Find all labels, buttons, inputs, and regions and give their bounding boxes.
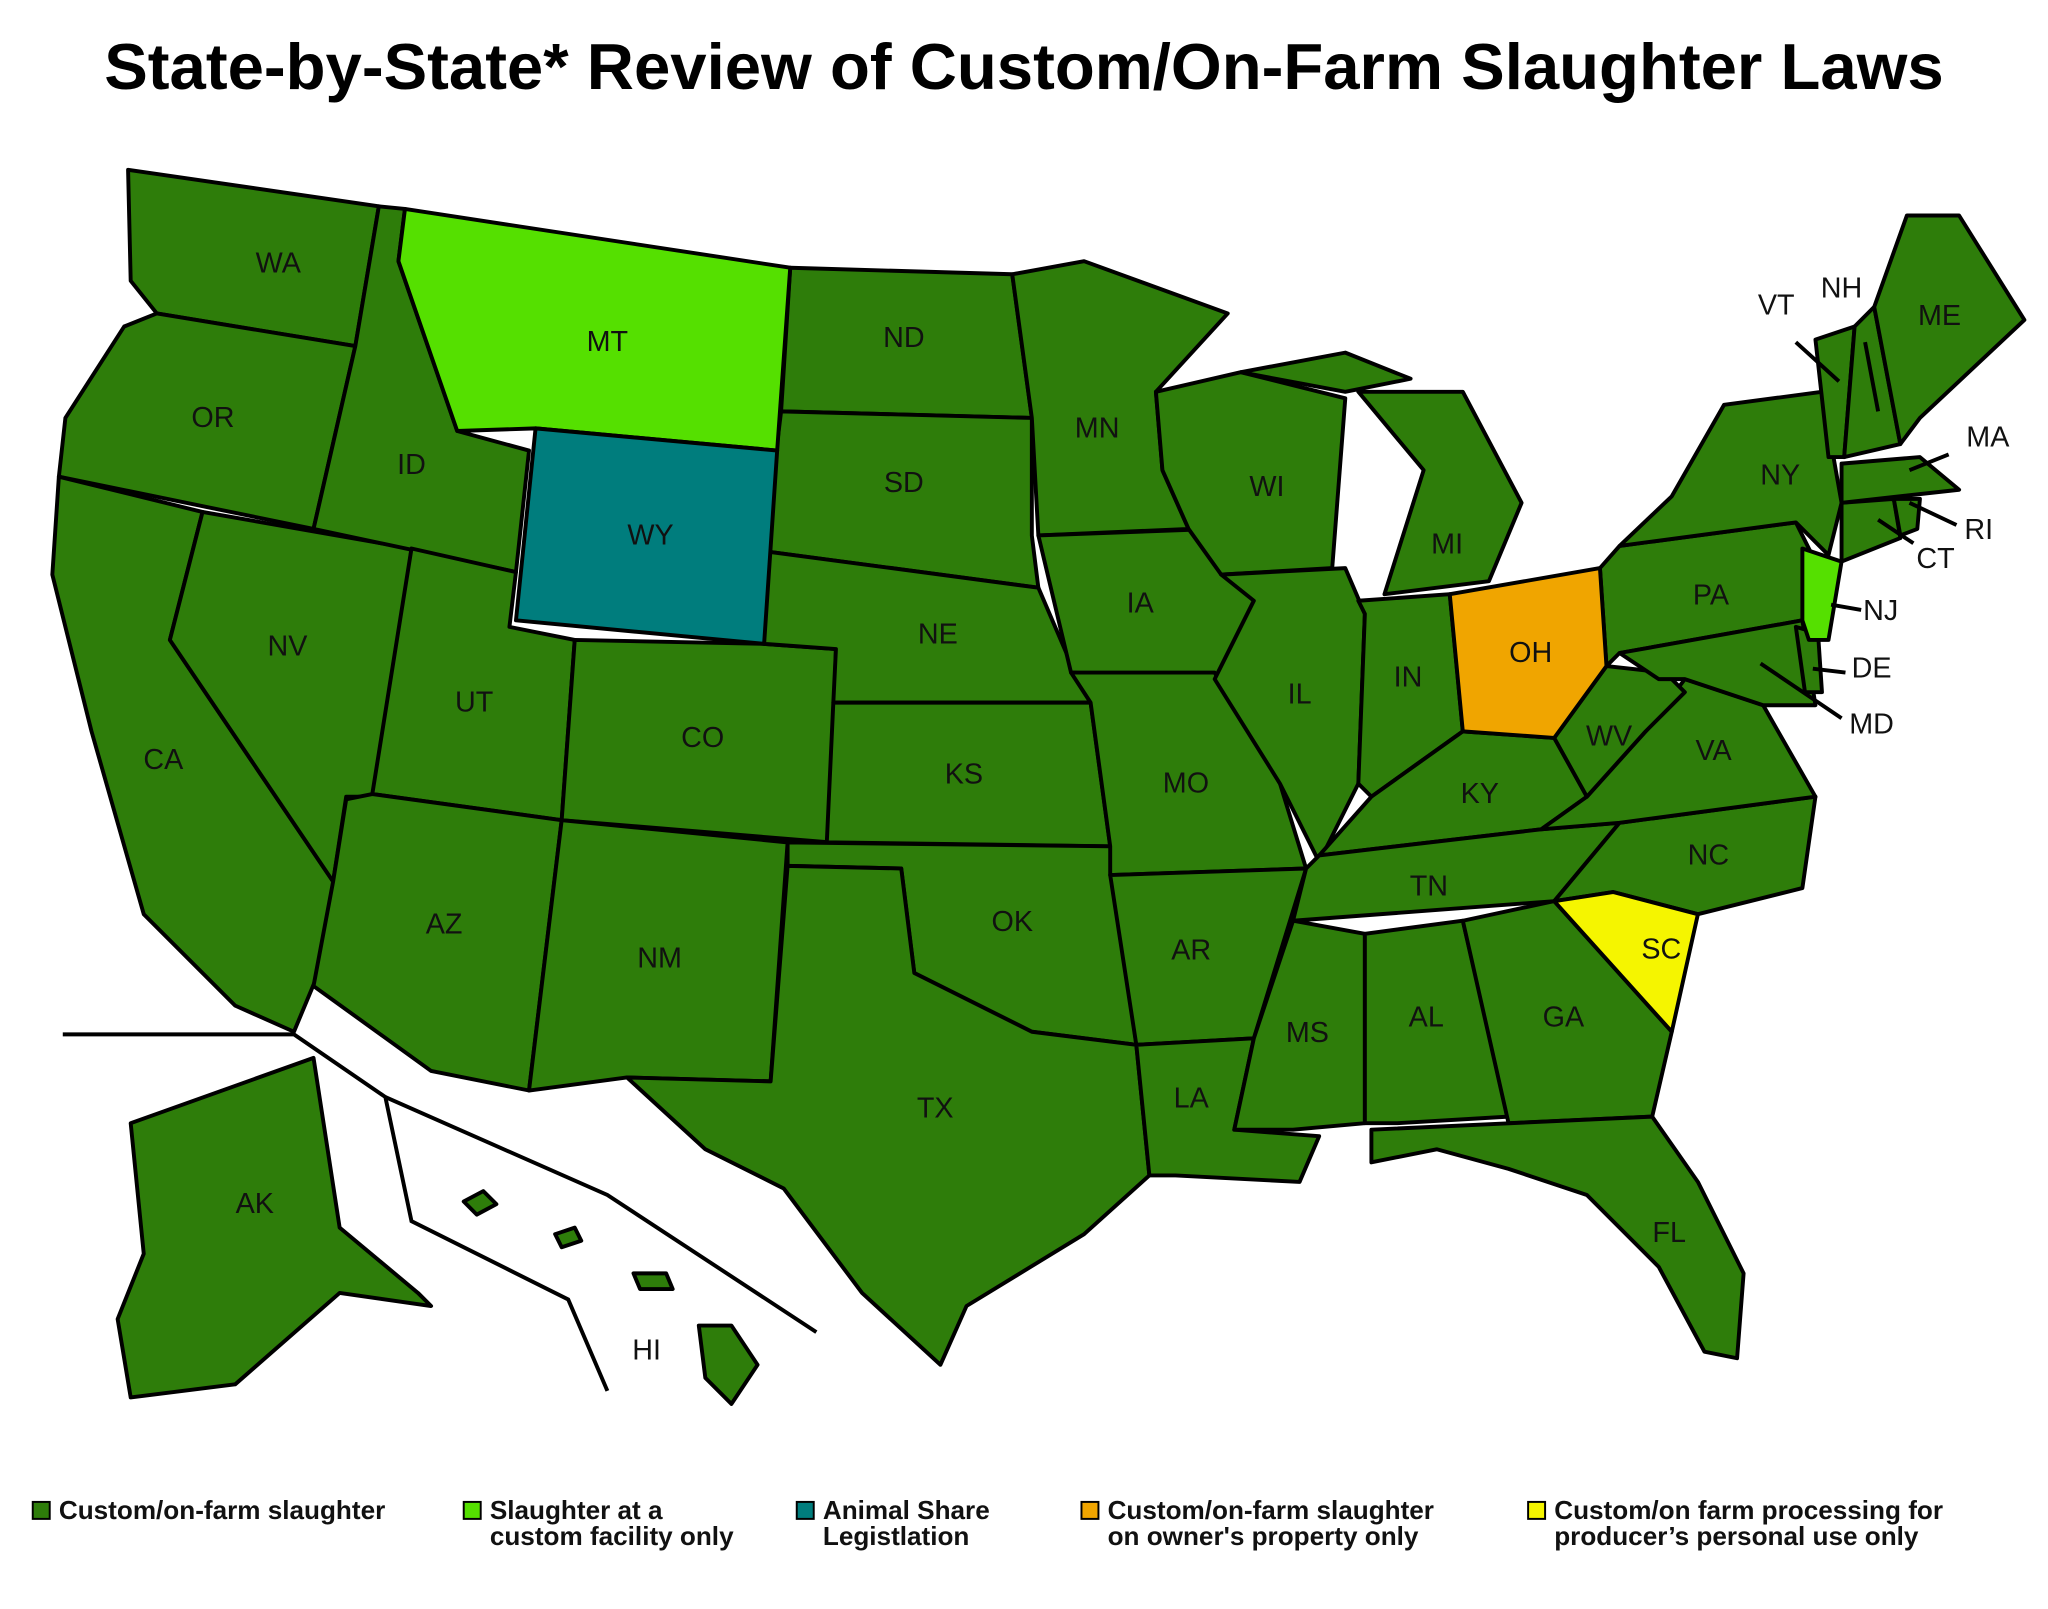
state-label: RI [1964,514,1993,546]
state-label: ID [397,449,426,481]
state-label: OR [191,402,234,434]
legend-swatch [31,1500,51,1520]
state-label: MA [1966,421,2010,453]
state-shape [1447,566,1609,740]
legend-label: on owner's property only [1108,1521,1419,1551]
legend-label: Custom/on-farm slaughter [1108,1495,1434,1525]
state-label: WI [1249,471,1284,503]
state-label: NV [267,630,308,662]
state-label: OK [991,906,1032,938]
state-label: ND [883,322,924,354]
state-label: AR [1171,935,1211,967]
state-labels: WA OR CA NV ID UT AZ CO NM ND SD NE KS O… [143,248,2010,1367]
title: State-by-State* Review of Custom/On-Farm… [104,30,1944,103]
state-label: NC [1688,839,1729,871]
state-label: NM [637,943,682,975]
legend-label: Animal Share [823,1495,990,1525]
state-shape [625,863,1152,1367]
state-label: AZ [426,909,463,941]
state-label: NJ [1863,595,1898,627]
state-label: MN [1075,412,1120,444]
legend-label: Legistlation [823,1521,970,1551]
state-label: VT [1758,290,1795,322]
state-shape [1552,890,1700,1034]
state-shape [1369,1114,1746,1361]
state-label: ME [1918,300,1961,332]
state-shape [514,426,780,646]
state-label: CO [681,722,724,754]
state-label: TX [917,1093,954,1125]
state-label: IL [1288,679,1312,711]
state-label: IN [1394,662,1423,694]
state-label: MD [1849,709,1894,741]
legend-swatch [795,1500,815,1520]
legend-swatch [1080,1500,1100,1520]
state-label: DE [1852,653,1892,685]
state-label: NY [1760,459,1800,491]
state-label: KY [1461,778,1499,810]
state-shape [1460,899,1674,1126]
state-label: OH [1509,637,1552,669]
state-label: TN [1410,871,1448,903]
state-label: WA [256,248,302,280]
state-shape [311,792,564,1093]
state-label: MI [1431,529,1463,561]
legend-label: Custom/on farm processing for [1554,1495,1943,1525]
state-label: CT [1916,543,1954,575]
state-label: AL [1409,1001,1444,1033]
legend-label: producer’s personal use only [1554,1521,1919,1551]
state-shape [1617,618,1818,708]
state-label: LA [1174,1082,1210,1114]
legend-label: Slaughter at a [490,1495,663,1525]
state-label: HI [632,1334,661,1366]
state-shape [1800,546,1844,642]
state-label: VA [1695,735,1732,767]
state-label: MO [1163,768,1209,800]
state-shape [1872,213,2027,447]
state-label: NH [1821,273,1862,305]
state-shape [1891,496,1922,538]
state-shape [1617,389,1844,558]
state-label: WY [627,519,673,551]
state-shape [461,1189,760,1406]
state-label: NE [918,619,958,651]
state-label: GA [1543,1001,1585,1033]
legend: Custom/on-farm slaughter Slaughter at acu… [31,1495,1943,1551]
state-label: FL [1652,1217,1686,1249]
state-label: MT [587,326,628,358]
state-label: UT [455,687,493,719]
inset-borders [62,340,1958,1392]
state-shape [1238,350,1524,597]
state-label: PA [1693,579,1730,611]
legend-label: custom facility only [490,1521,734,1551]
legend-swatch [1527,1500,1547,1520]
state-label: AK [236,1188,274,1220]
state-label: WV [1586,720,1633,752]
state-shape [115,1055,434,1400]
legend-label: Custom/on-farm slaughter [59,1495,385,1525]
state-label: KS [945,758,983,790]
state-label: MS [1286,1017,1329,1049]
state-label: SD [884,467,924,499]
states [50,167,2027,1406]
legend-swatch [462,1500,482,1520]
state-label: CA [143,744,184,776]
state-label: IA [1127,587,1155,619]
state-shape [1839,455,1962,505]
state-label: SC [1641,933,1681,965]
